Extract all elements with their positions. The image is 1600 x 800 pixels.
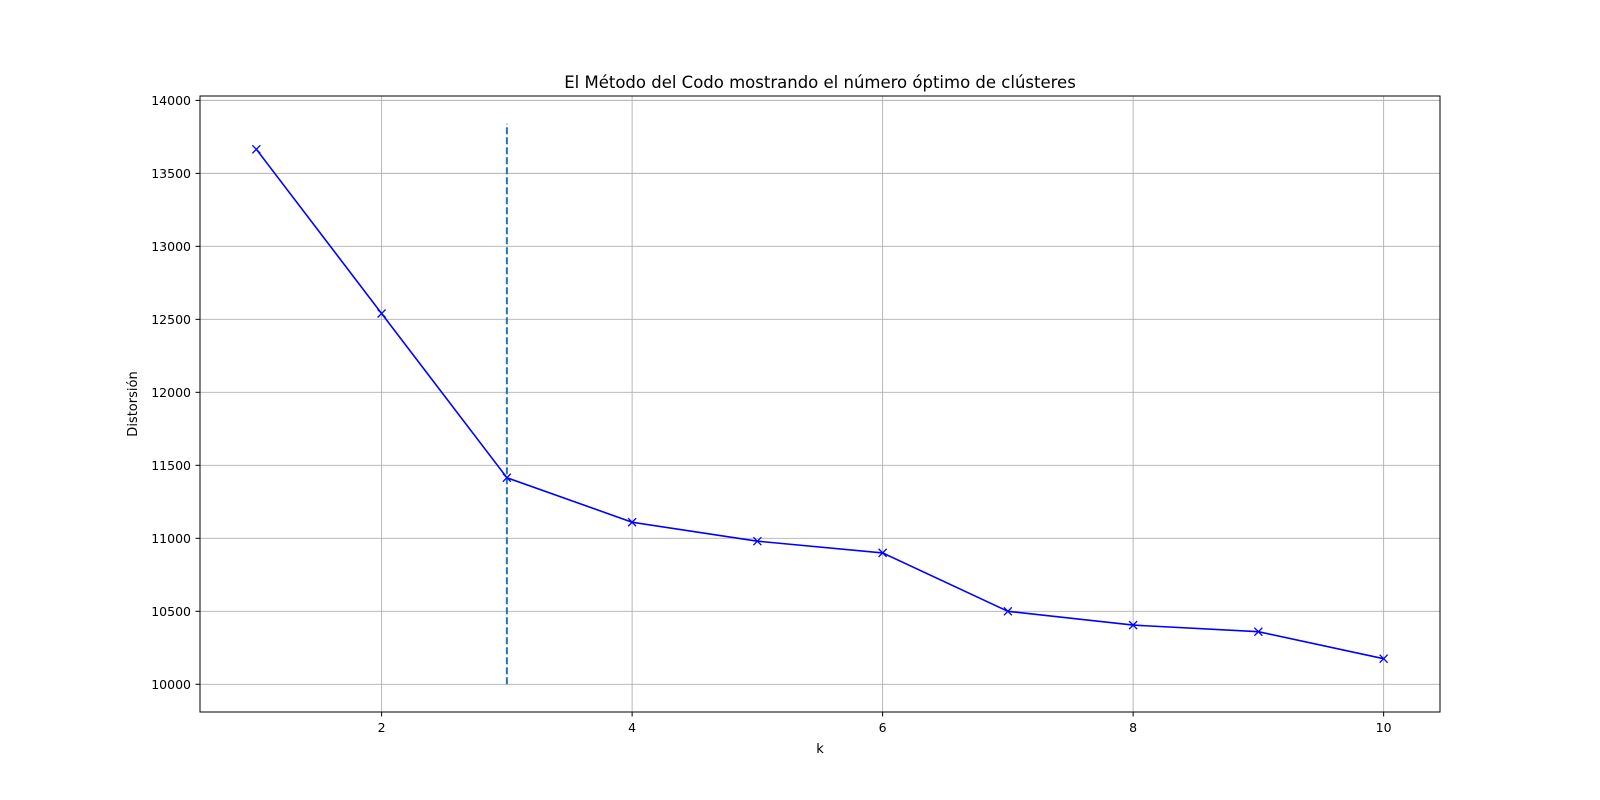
y-tick-label: 10500	[151, 604, 191, 619]
grid	[200, 96, 1440, 712]
y-tick-label: 13500	[151, 166, 191, 181]
axes-frame	[199, 95, 1441, 713]
data-point-marker	[251, 144, 261, 154]
y-tick-label: 12500	[151, 312, 191, 327]
y-tick-label: 11500	[151, 458, 191, 473]
data-point-marker	[627, 517, 637, 527]
x-axis-ticks: 2 4 6 8 10	[378, 712, 1392, 735]
data-point-marker	[377, 309, 387, 318]
x-axis-label: k	[816, 742, 824, 757]
data-point-marker	[878, 548, 888, 558]
y-axis-label: Distorsión	[126, 371, 141, 436]
series-group	[251, 144, 1389, 664]
y-tick-label: 12000	[151, 385, 191, 400]
y-tick-label: 14000	[151, 93, 191, 108]
data-point-marker	[752, 536, 762, 546]
data-point-marker	[1253, 627, 1263, 637]
x-tick-label: 4	[628, 720, 636, 735]
data-point-marker	[1003, 606, 1013, 616]
x-tick-label: 10	[1376, 720, 1392, 735]
y-tick-label: 11000	[151, 531, 191, 546]
x-tick-label: 6	[879, 720, 887, 735]
y-axis-ticks: 10000 10500 11000 11500 12000 12500 13000 13500…	[151, 93, 200, 692]
y-tick-label: 13000	[151, 239, 191, 254]
data-point-marker	[502, 473, 512, 483]
distortion-series-line	[255, 148, 1384, 660]
y-tick-label: 10000	[151, 677, 191, 692]
x-tick-label: 8	[1129, 720, 1137, 735]
data-point-marker	[1379, 654, 1389, 664]
chart-title: El Método del Codo mostrando el número ó…	[564, 73, 1076, 92]
data-point-marker	[1128, 620, 1138, 630]
x-tick-label: 2	[378, 720, 386, 735]
